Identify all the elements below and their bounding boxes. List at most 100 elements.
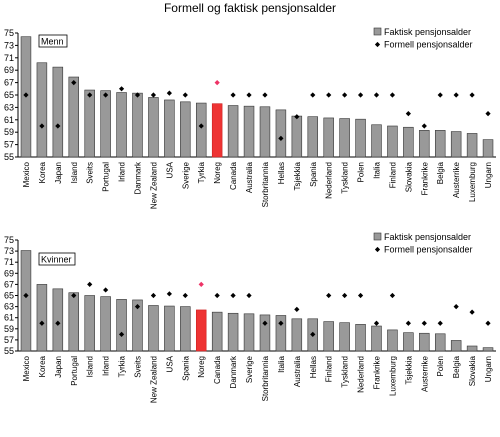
p2-legend-bar-label: Faktisk pensjonsalder: [384, 232, 471, 242]
p1-panel-label: Menn: [41, 37, 64, 47]
p2-bar-australia: [291, 318, 303, 352]
p1-marker-canada: [230, 92, 236, 98]
p1-bar-tsjekkia: [291, 115, 303, 158]
p2-category-label-canada: Canada: [213, 355, 222, 384]
p2-y-tick-label-59: 59: [4, 324, 14, 334]
p1-bar-korea: [36, 62, 48, 158]
p2-marker-portugal: [71, 292, 77, 299]
p2-marker-austerrike: [421, 320, 427, 326]
p1-category-label-slovakia: Slovakia: [404, 161, 413, 192]
p1-marker-spania: [310, 92, 316, 98]
p2-y-tick-label-63: 63: [4, 302, 14, 312]
p1-marker-japan: [55, 123, 61, 129]
p1-bar-spania: [307, 116, 319, 158]
p1-category-label-canada: Canada: [229, 161, 238, 190]
p2-y-tick-label-61: 61: [4, 313, 14, 323]
p1-marker-tyrkia: [198, 123, 204, 129]
p1-marker-usa: [166, 90, 172, 96]
p2-marker-sveits: [134, 304, 141, 310]
p2-bar-portugal: [68, 292, 80, 352]
p1-marker-noreg: [214, 80, 220, 86]
p2-bar-sverige: [243, 313, 255, 352]
p1-bar-australia: [243, 105, 255, 158]
p2-marker-mexico: [23, 292, 29, 299]
p2-y-tick-label-69: 69: [4, 268, 14, 278]
p2-category-label-hellas: Hellas: [309, 356, 318, 378]
p1-bar-new-zealand: [148, 97, 159, 158]
p2-category-label-ungarn: Ungarn: [484, 356, 493, 382]
p1-marker-irland: [118, 86, 125, 92]
p1-category-label-new-zealand: New Zealand: [149, 162, 158, 209]
p1-marker-danmark: [134, 92, 141, 98]
p2-marker-tyskland: [342, 292, 348, 299]
p2-bar-slovakia: [466, 345, 478, 352]
p2-marker-tsjekkia: [405, 320, 411, 326]
p2-marker-frankrike: [373, 320, 380, 326]
p1-y-tick-label-67: 67: [4, 78, 14, 88]
p2-bar-usa: [164, 305, 175, 352]
p1-marker-storbritannia: [262, 92, 268, 98]
p2-bar-tyskland: [339, 322, 350, 352]
p1-category-label-portugal: Portugal: [102, 162, 111, 192]
p2-category-label-tyskland: Tyskland: [341, 356, 350, 388]
p2-category-label-new-zealand: New Zealand: [149, 356, 158, 403]
p1-bar-polen: [355, 118, 366, 158]
p1-bar-storbritannia: [259, 106, 271, 158]
p2-marker-storbritannia: [262, 320, 268, 326]
p1-marker-ungarn: [485, 111, 491, 117]
p1-category-label-tyrkia: Tyrkia: [197, 161, 206, 183]
p2-category-label-nederland: Nederland: [357, 356, 366, 393]
p1-marker-hellas: [278, 135, 284, 141]
p2-bar-japan: [52, 288, 64, 352]
p2-bar-island: [84, 295, 95, 352]
p1-category-label-mexico: Mexico: [22, 161, 31, 187]
p1-category-label-sveits: Sveits: [86, 162, 95, 184]
p2-marker-italia: [278, 320, 284, 326]
p1-category-label-noreg: Noreg: [213, 162, 222, 184]
p1-category-label-korea: Korea: [38, 161, 47, 183]
p2-bar-mexico: [20, 250, 32, 352]
p2-y-tick-label-55: 55: [4, 346, 14, 356]
p1-legend-marker-label: Formell pensjonsalder: [384, 40, 473, 50]
p1-marker-australia: [246, 92, 252, 98]
p1-category-label-irland: Irland: [118, 162, 127, 182]
p2-y-tick-label-75: 75: [4, 235, 14, 245]
p1-category-label-austerrike: Austerrike: [452, 161, 461, 198]
p1-category-label-hellas: Hellas: [277, 162, 286, 184]
p1-bar-danmark: [132, 92, 143, 158]
p1-category-label-island: Island: [70, 162, 79, 183]
p1-y-tick-label-69: 69: [4, 65, 14, 75]
p2-bar-tyrkia: [116, 299, 127, 352]
p2-bar-belgia: [450, 340, 462, 352]
p1-bar-belgia: [434, 130, 446, 158]
p2-y-tick-label-73: 73: [4, 246, 14, 256]
p1-category-label-tyskland: Tyskland: [341, 162, 350, 194]
p2-category-label-slovakia: Slovakia: [468, 355, 477, 386]
p2-category-label-danmark: Danmark: [229, 355, 238, 388]
p1-marker-sveits: [87, 92, 93, 98]
p2-category-label-island: Island: [86, 356, 95, 377]
p2-marker-belgia: [453, 304, 459, 310]
p2-category-label-sveits: Sveits: [134, 356, 143, 378]
p1-marker-belgia: [437, 92, 443, 98]
p1-bar-slovakia: [403, 126, 414, 158]
p2-category-label-storbritannia: Storbritannia: [261, 355, 270, 401]
p1-y-tick-label-65: 65: [4, 90, 14, 100]
p1-y-tick-label-59: 59: [4, 127, 14, 137]
p2-y-tick-label-57: 57: [4, 335, 14, 345]
p1-marker-luxemburg: [469, 92, 475, 98]
p2-marker-slovakia: [469, 309, 475, 315]
p1-category-label-tsjekkia: Tsjekkia: [293, 161, 302, 190]
p2-bar-luxemburg: [387, 329, 398, 352]
p1-category-label-sverige: Sverige: [181, 161, 190, 189]
p2-marker-danmark: [230, 292, 236, 299]
p1-marker-mexico: [23, 92, 29, 98]
p1-category-label-frankrike: Frankrike: [420, 161, 429, 195]
p2-bar-italia: [275, 315, 287, 352]
p2-marker-island: [87, 281, 93, 287]
p1-panel-label-box: [38, 34, 68, 48]
p1-category-label-ungarn: Ungarn: [484, 162, 493, 188]
p1-bar-noreg: [211, 103, 223, 158]
p1-bar-sverige: [180, 101, 191, 158]
p2-bar-ungarn: [482, 347, 494, 352]
